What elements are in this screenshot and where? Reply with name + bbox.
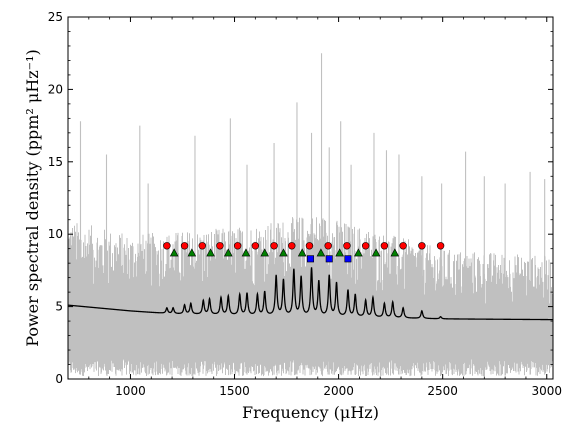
- y-tick-label: 15: [48, 155, 63, 169]
- l0-mode-marker: [343, 242, 351, 250]
- l0-mode-marker: [216, 242, 224, 250]
- l0-mode-marker: [324, 242, 332, 250]
- spectrum-layer: [68, 53, 553, 377]
- l2-mode-marker: [306, 255, 314, 263]
- l1-mode-marker: [279, 248, 288, 257]
- l1-mode-marker: [390, 248, 400, 257]
- l1-mode-marker: [223, 248, 233, 257]
- l0-mode-marker: [305, 242, 314, 250]
- x-tick-label: 1500: [219, 384, 250, 398]
- l0-mode-marker: [380, 242, 389, 250]
- y-tick-label: 10: [48, 227, 63, 241]
- l0-mode-marker: [180, 242, 189, 250]
- l0-mode-marker: [233, 242, 242, 250]
- x-tick-label: 3000: [531, 384, 562, 398]
- l0-mode-marker: [163, 242, 171, 250]
- l1-mode-marker: [335, 248, 344, 257]
- model-fit-line: [68, 267, 553, 321]
- plot-frame: [67, 16, 554, 380]
- l1-mode-marker: [260, 248, 270, 257]
- l0-mode-marker: [436, 242, 445, 250]
- l1-mode-marker: [371, 248, 381, 257]
- l0-mode-marker: [361, 242, 370, 250]
- l2-mode-marker: [344, 255, 352, 263]
- x-axis-ticks: 1000 1500 2000 2500 3000: [88, 17, 562, 398]
- l0-mode-marker: [399, 242, 407, 250]
- y-axis-ticks: 0 5 10 15 20 25: [48, 10, 553, 386]
- l1-mode-marker: [206, 248, 215, 257]
- l1-mode-marker: [354, 248, 363, 257]
- l2-mode-marker: [325, 255, 333, 263]
- l1-mode-marker: [316, 248, 326, 257]
- x-tick-label: 2500: [427, 384, 458, 398]
- y-tick-label: 5: [55, 300, 63, 314]
- y-tick-label: 20: [48, 82, 63, 96]
- l1-mode-marker: [169, 248, 179, 257]
- y-tick-label: 0: [55, 372, 63, 386]
- l0-mode-marker: [418, 242, 426, 250]
- l1-mode-marker: [187, 248, 197, 257]
- l1-mode-marker: [241, 248, 251, 257]
- l0-mode-marker: [198, 242, 206, 250]
- l0-mode-marker: [270, 242, 278, 250]
- x-tick-label: 1000: [115, 384, 146, 398]
- l0-mode-marker: [251, 242, 260, 250]
- l1-mode-marker: [297, 248, 307, 257]
- x-axis-label: Frequency (μHz): [242, 403, 379, 422]
- model-layer: [68, 267, 553, 321]
- l0-mode-marker: [288, 242, 296, 250]
- y-tick-label: 25: [48, 10, 63, 24]
- mode-markers-layer: [163, 242, 445, 263]
- x-tick-label: 2000: [323, 384, 354, 398]
- y-axis-label: Power spectral density (ppm² μHz⁻¹): [23, 49, 42, 347]
